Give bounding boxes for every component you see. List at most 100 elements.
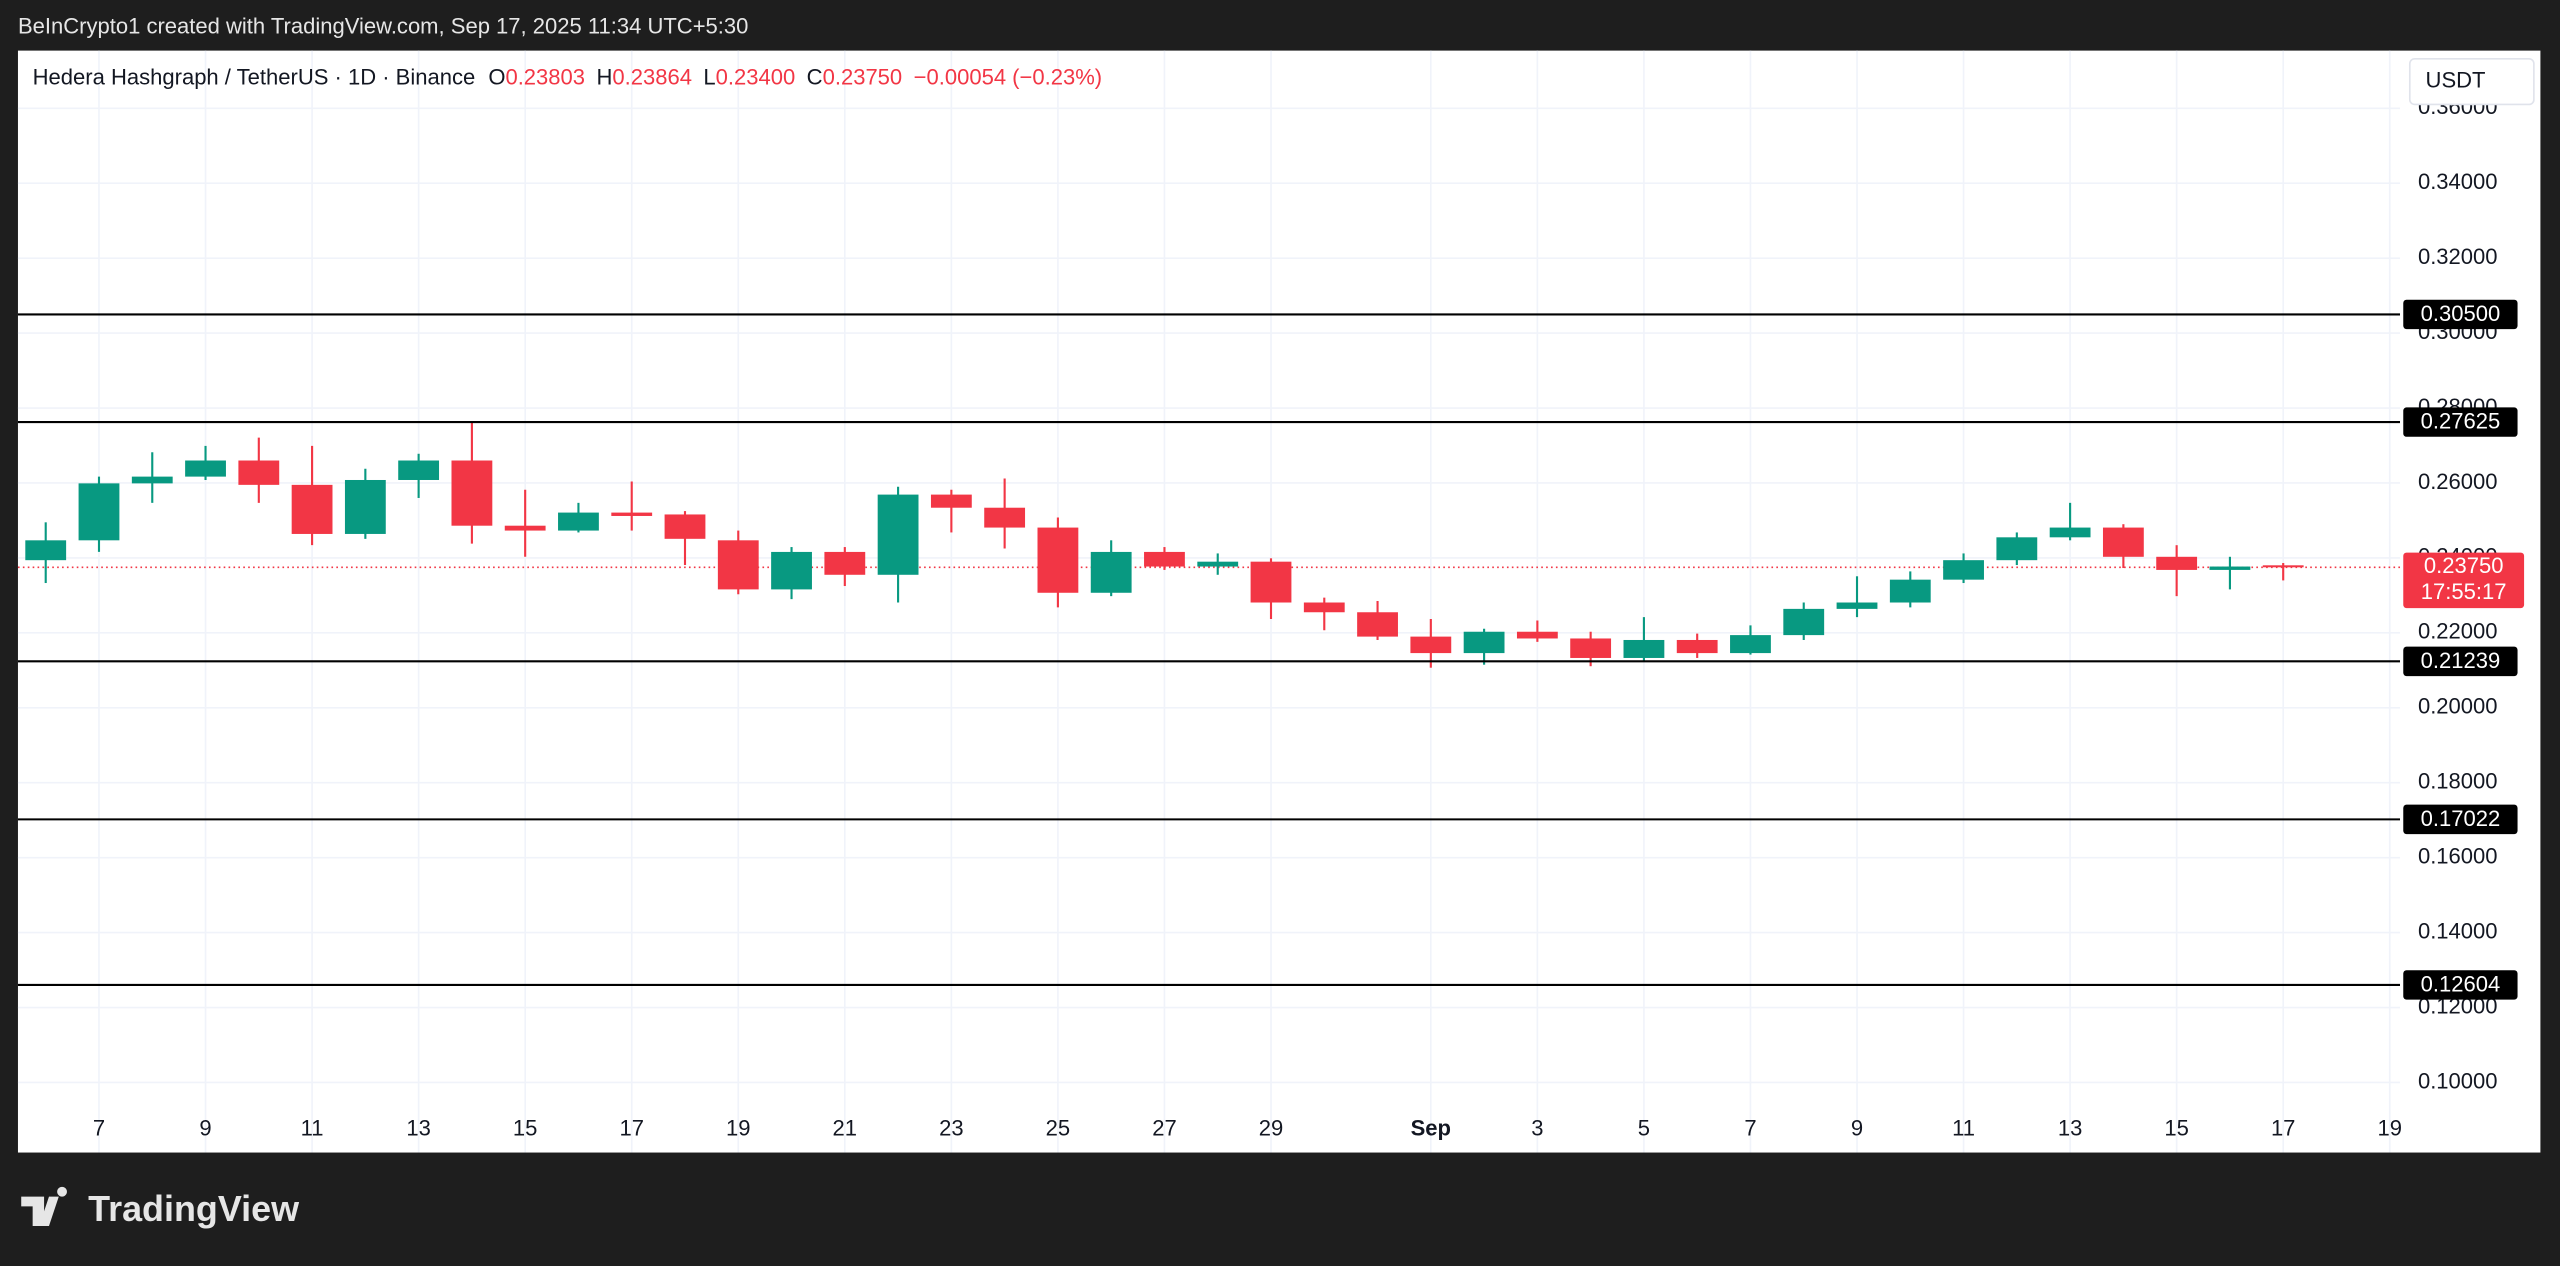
candle-body <box>771 551 812 590</box>
candle-body <box>1676 639 1718 654</box>
x-tick-label: 7 <box>93 1115 105 1140</box>
x-tick-label: 19 <box>726 1115 751 1140</box>
y-tick-label: 0.22000 <box>2418 619 2498 644</box>
x-tick-label: 27 <box>1152 1115 1177 1140</box>
x-tick-label: 15 <box>513 1115 538 1140</box>
candle-body <box>344 479 386 534</box>
candle-body <box>1943 560 1984 580</box>
candle-body <box>1730 635 1771 654</box>
x-tick-label: 23 <box>939 1115 964 1140</box>
level-label-box <box>2403 646 2518 677</box>
candle-body <box>824 551 866 575</box>
y-tick-label: 0.26000 <box>2418 469 2498 494</box>
candle-body <box>1037 527 1079 593</box>
candle-body <box>984 507 1026 528</box>
candle-body <box>2156 556 2198 570</box>
x-tick-label: 11 <box>1952 1115 1975 1140</box>
ohlc-key: C <box>807 64 823 89</box>
candle-body <box>2262 565 2304 568</box>
candle-body <box>558 512 599 531</box>
candle-body <box>2102 527 2144 557</box>
level-label: 0.12604 <box>2421 972 2501 997</box>
candle-body <box>1889 579 1931 603</box>
last-price-box <box>2403 552 2525 609</box>
ohlc-value: 0.23864 <box>612 64 692 89</box>
x-tick-label: 21 <box>833 1115 858 1140</box>
y-tick-label: 0.10000 <box>2418 1068 2498 1093</box>
brand-name: TradingView <box>88 1188 299 1229</box>
candle-body <box>238 460 280 485</box>
candle-body <box>185 460 226 477</box>
countdown: 17:55:17 <box>2421 579 2507 604</box>
y-tick-label: 0.34000 <box>2418 169 2498 194</box>
x-tick-label: 9 <box>1851 1115 1863 1140</box>
ohlc-value: 0.23750 <box>823 64 903 89</box>
candle-body <box>1303 602 1345 613</box>
candle-body <box>291 484 333 534</box>
candle-body <box>1090 551 1132 593</box>
level-label: 0.21239 <box>2421 648 2501 673</box>
y-tick-label: 0.32000 <box>2418 244 2498 269</box>
candle-body <box>131 476 173 484</box>
x-tick-label: 17 <box>2271 1115 2296 1140</box>
ohlc-key: O <box>488 64 505 89</box>
candle-body <box>504 525 546 531</box>
candle-body <box>1463 631 1505 654</box>
x-tick-label: 15 <box>2164 1115 2189 1140</box>
x-tick-label: 13 <box>406 1115 431 1140</box>
candle-body <box>1783 608 1825 636</box>
symbol-legend: Hedera Hashgraph / TetherUS · 1D · Binan… <box>33 64 1102 89</box>
candle-body <box>451 460 493 526</box>
y-tick-label: 0.16000 <box>2418 843 2498 868</box>
level-label: 0.27625 <box>2421 409 2501 434</box>
x-tick-label: 3 <box>1531 1115 1543 1140</box>
ohlc-value: 0.23803 <box>505 64 585 89</box>
candle-body <box>930 494 972 508</box>
ohlc-value: 0.23400 <box>716 64 796 89</box>
last-price-label: 0.23750 <box>2424 553 2504 578</box>
x-tick-label: Sep <box>1411 1115 1451 1140</box>
x-tick-label: 7 <box>1744 1115 1756 1140</box>
symbol-title: Hedera Hashgraph / TetherUS · 1D · Binan… <box>33 64 476 89</box>
x-tick-label: 5 <box>1638 1115 1650 1140</box>
candle-body <box>611 512 653 516</box>
candle-body <box>1623 639 1665 658</box>
candle-body <box>1357 612 1398 637</box>
y-tick-label: 0.18000 <box>2418 769 2498 794</box>
level-label: 0.30500 <box>2421 301 2501 326</box>
candle-body <box>1996 537 2038 561</box>
candle-body <box>1570 638 1612 658</box>
candle-body <box>2049 527 2091 538</box>
candle-body <box>1250 561 1292 603</box>
candle-body <box>25 540 67 561</box>
x-tick-label: 13 <box>2058 1115 2083 1140</box>
change: −0.00054 (−0.23%) <box>914 64 1103 89</box>
y-tick-label: 0.14000 <box>2418 918 2498 943</box>
x-tick-label: 19 <box>2377 1115 2402 1140</box>
candle-body <box>664 514 706 539</box>
ohlc-key: L <box>703 64 715 89</box>
candle-body <box>717 540 759 590</box>
candle-body <box>78 483 120 541</box>
x-tick-label: 11 <box>301 1115 324 1140</box>
currency-label: USDT <box>2426 67 2486 92</box>
candle-body <box>1197 561 1239 567</box>
candle-body <box>1836 602 1878 609</box>
candle-body <box>1144 551 1185 567</box>
level-label-box <box>2403 299 2518 330</box>
level-label-box <box>2403 804 2518 835</box>
ohlc-key: H <box>596 64 612 89</box>
caption: BeInCrypto1 created with TradingView.com… <box>18 14 748 39</box>
candle-body <box>1410 636 1452 654</box>
candle-body <box>398 460 440 480</box>
x-tick-label: 9 <box>199 1115 211 1140</box>
x-tick-label: 29 <box>1259 1115 1284 1140</box>
level-label-box <box>2403 970 2518 1000</box>
candle-body <box>2209 566 2251 570</box>
x-tick-label: 25 <box>1046 1115 1071 1140</box>
level-label-box <box>2403 407 2518 437</box>
currency-button <box>2408 57 2535 106</box>
y-tick-label: 0.20000 <box>2418 694 2498 719</box>
